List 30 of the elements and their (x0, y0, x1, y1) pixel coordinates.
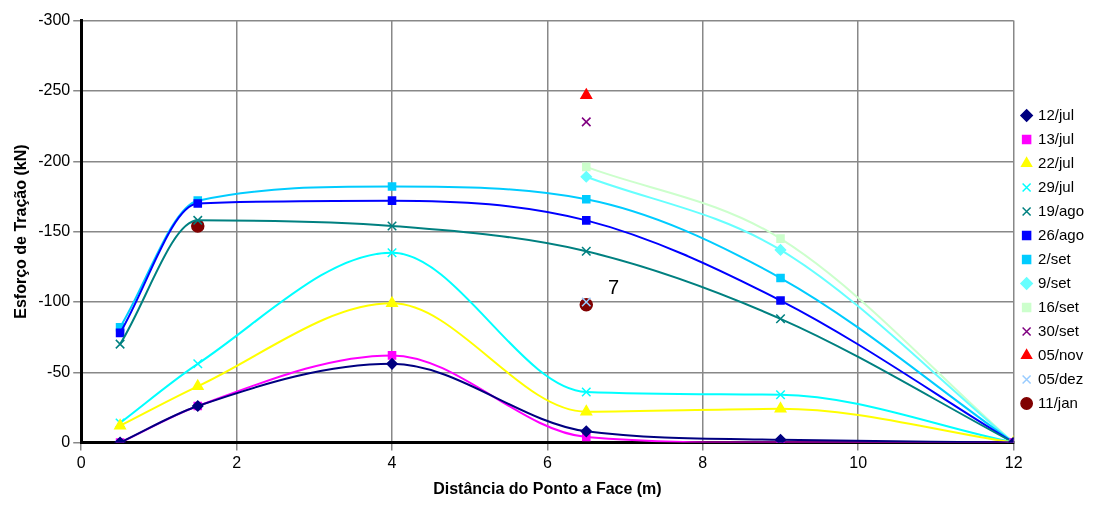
annotation: 7 (608, 276, 620, 299)
x-tick-label: 4 (387, 453, 397, 471)
y-tick-label: -250 (38, 81, 71, 99)
legend-label: 16/set (1038, 297, 1080, 315)
y-tick-label: -50 (47, 362, 71, 380)
x-axis-title: Distância do Ponto a Face (m) (433, 479, 662, 497)
y-tick-label: 0 (61, 433, 71, 451)
x-tick-label: 0 (76, 453, 86, 471)
legend-label: 12/jul (1038, 105, 1074, 123)
legend-label: 26/ago (1038, 225, 1085, 243)
legend-label: 05/nov (1038, 345, 1084, 363)
x-tick-label: 2 (232, 453, 242, 471)
legend-label: 05/dez (1038, 369, 1084, 387)
legend-label: 11/jan (1038, 393, 1078, 411)
x-tick-label: 10 (849, 453, 868, 471)
x-tick-label: 8 (698, 453, 708, 471)
x-tick-label: 6 (542, 453, 552, 471)
legend-label: 22/jul (1038, 153, 1074, 171)
y-tick-label: -100 (38, 292, 71, 310)
legend-label: 9/set (1038, 273, 1072, 291)
y-tick-label: -150 (38, 222, 71, 240)
y-tick-label: -200 (38, 151, 71, 169)
y-axis-title: Esforço de Tração (kN) (12, 144, 30, 319)
x-tick-label: 12 (1004, 453, 1023, 471)
y-tick-label: -300 (38, 11, 71, 29)
legend-label: 29/jul (1038, 177, 1074, 195)
legend-label: 13/jul (1038, 129, 1074, 147)
legend-label: 30/set (1038, 321, 1080, 339)
legend-label: 19/ago (1038, 201, 1085, 219)
legend-label: 2/set (1038, 249, 1072, 267)
